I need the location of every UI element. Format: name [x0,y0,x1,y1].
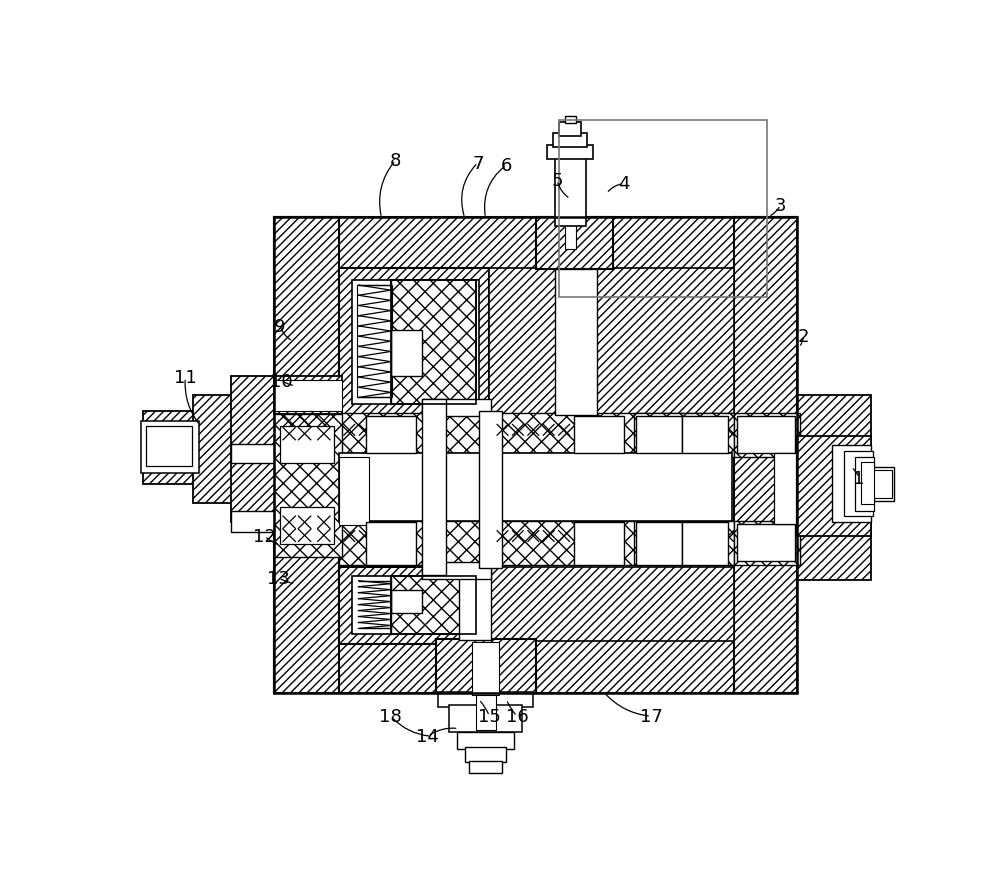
Bar [634,521,734,565]
Text: 18: 18 [379,707,402,725]
Text: 3: 3 [775,197,786,215]
Bar [366,523,416,565]
Bar [274,376,342,415]
Bar [231,376,276,523]
Bar [231,511,339,533]
Bar [422,400,446,575]
Bar [357,286,392,398]
Bar [489,567,734,641]
Bar [553,134,587,148]
Text: 1: 1 [853,469,865,487]
Bar [734,217,797,694]
Bar [274,217,797,694]
Bar [867,468,894,501]
Bar [231,444,339,463]
Bar [366,417,416,453]
Bar [565,149,576,249]
Bar [797,436,871,536]
Text: 9: 9 [274,317,286,335]
Text: 10: 10 [270,372,293,390]
Bar [436,639,536,694]
Bar [339,567,489,645]
Bar [339,453,732,521]
Text: 11: 11 [174,369,197,387]
Text: 4: 4 [618,175,630,193]
Text: 8: 8 [390,152,401,170]
Bar [339,521,732,565]
Text: 7: 7 [472,155,484,173]
Bar [193,396,233,503]
Bar [636,417,682,453]
Bar [352,281,479,405]
Bar [734,413,800,457]
Bar [422,562,491,579]
Bar [391,577,476,634]
Bar [472,642,499,696]
Bar [143,411,195,485]
Bar [636,523,682,565]
Bar [457,732,514,749]
Bar [469,761,502,773]
Bar [438,692,533,707]
Bar [465,747,506,763]
Bar [146,426,192,467]
Bar [274,380,342,411]
Bar [391,330,422,376]
Bar [574,417,624,453]
Bar [682,417,728,453]
Bar [479,411,502,569]
Text: 13: 13 [267,569,290,587]
Bar [352,577,479,634]
Bar [737,417,795,453]
Bar [797,396,871,580]
Text: 15: 15 [478,707,501,725]
Bar [861,462,874,505]
Text: 16: 16 [506,707,528,725]
Bar [555,270,597,416]
Text: 2: 2 [798,327,809,345]
Bar [422,400,491,417]
Bar [734,521,800,565]
Text: 17: 17 [640,707,663,725]
Bar [274,639,797,694]
Bar [489,269,734,415]
Bar [274,217,339,694]
Bar [774,453,796,524]
Bar [634,413,734,457]
Bar [565,116,576,124]
Bar [547,146,593,160]
Bar [844,451,873,517]
Bar [339,413,732,453]
Text: 12: 12 [253,527,276,545]
Text: 6: 6 [501,156,512,174]
Bar [574,523,624,565]
Bar [476,696,496,730]
Bar [274,415,342,557]
Bar [274,217,797,270]
Bar [536,217,613,270]
Bar [737,524,795,561]
Bar [391,281,476,405]
Bar [682,523,728,565]
Bar [869,470,892,498]
Text: 14: 14 [416,728,439,746]
Bar [141,421,199,474]
Bar [391,577,476,634]
Bar [391,590,422,613]
Bar [339,269,489,417]
Bar [559,122,581,137]
Bar [391,281,476,405]
Bar [855,457,874,511]
Bar [449,705,522,732]
Bar [339,457,369,525]
Bar [280,426,334,463]
Bar [832,446,871,523]
Bar [459,567,491,640]
Bar [559,121,767,298]
Text: 5: 5 [551,173,563,190]
Bar [280,507,334,544]
Bar [555,149,586,226]
